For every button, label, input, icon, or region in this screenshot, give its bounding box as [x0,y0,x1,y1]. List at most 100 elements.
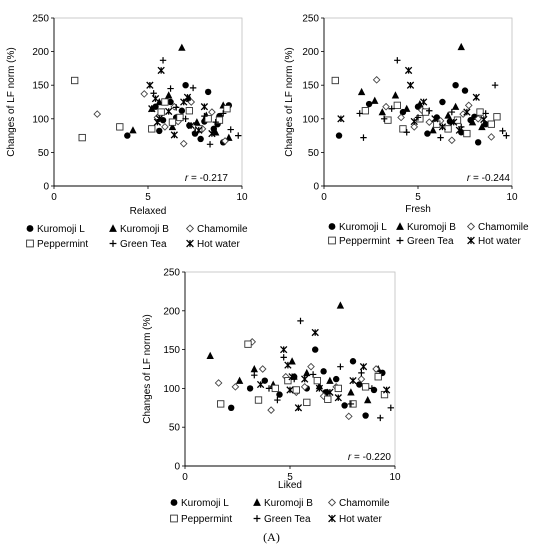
data-point-kuromoji-l [276,391,283,398]
y-tick-label: 250 [32,14,49,25]
data-point-hot-water [200,103,209,111]
data-point-peppermint [168,118,177,126]
y-tick-label: 150 [302,81,319,92]
y-tick-label: 0 [43,182,49,193]
figure-label: (A) [263,530,280,544]
data-point-hot-water [337,115,345,123]
data-point-hot-water [284,361,292,369]
data-point-kuromoji-b [193,118,201,126]
data-point-peppermint [493,113,501,121]
data-point-hot-water [301,375,309,383]
legend-marker-kuromoji-b [396,222,404,230]
data-point-green-tea [212,118,219,126]
data-point-peppermint [487,120,495,128]
data-point-kuromoji-l [365,100,373,108]
correlation-symbol: r [467,173,471,184]
legend-marker-kuromoji-l [26,225,34,232]
data-point-green-tea [403,129,410,136]
data-point-kuromoji-l [461,87,469,94]
y-tick-label: 200 [32,47,49,58]
data-point-kuromoji-b [364,396,372,404]
data-point-hot-water [480,115,488,124]
correlation-symbol: r [348,452,352,463]
data-point-chamomile [397,113,405,122]
data-point-kuromoji-l [124,132,131,139]
data-point-kuromoji-l [349,358,357,365]
data-point-chamomile [410,123,419,131]
data-point-kuromoji-b [416,100,424,108]
data-point-peppermint [176,113,184,122]
data-point-peppermint [292,386,300,394]
data-point-hot-water [280,345,288,354]
y-tick-label: 150 [32,81,49,92]
data-point-green-tea [220,110,227,117]
correlation-annotation: r = -0.217 [185,173,229,184]
data-point-chamomile [300,383,309,391]
legend-label-hot-water: Hot water [339,514,382,525]
data-point-peppermint [463,129,471,138]
legend-marker-kuromoji-b [253,498,261,506]
data-point-hot-water [180,98,188,106]
series-kuromoji-l [228,346,386,419]
legend-marker-chamomile [466,222,476,231]
data-point-hot-water [431,115,439,123]
legend-marker-peppermint [170,514,178,523]
data-point-green-tea [201,112,208,120]
data-point-kuromoji-l [156,127,163,135]
data-point-peppermint [331,76,339,85]
data-point-peppermint [361,107,370,115]
x-tick-label: 0 [182,472,188,483]
data-point-chamomile [474,114,482,123]
data-point-hot-water [311,328,319,337]
data-point-hot-water [151,94,160,103]
data-point-kuromoji-b [378,108,386,116]
data-point-hot-water [286,386,294,394]
data-point-kuromoji-l [312,346,319,353]
data-point-chamomile [372,75,381,84]
data-point-peppermint [161,98,169,106]
data-point-kuromoji-l [246,385,254,392]
data-point-kuromoji-b [403,104,411,112]
data-point-chamomile [372,365,380,373]
x-tick-label: 5 [415,192,421,203]
series-kuromoji-b [206,301,382,404]
series-peppermint [331,76,501,138]
data-point-kuromoji-b [164,91,173,99]
data-point-kuromoji-l [178,107,186,114]
data-point-green-tea [337,363,344,370]
legend-marker-hot-water [186,239,194,248]
data-point-chamomile [448,136,456,145]
series-green-tea [150,57,242,148]
data-point-peppermint [384,116,392,124]
data-point-kuromoji-l [320,368,327,375]
data-point-hot-water [450,118,458,126]
data-point-hot-water [334,394,342,402]
data-point-hot-water [183,93,192,101]
correlation-value: = -0.244 [470,173,510,184]
data-point-chamomile [258,365,267,373]
data-point-green-tea [182,115,189,122]
legend-label-green-tea: Green Tea [264,514,311,525]
data-point-hot-water [419,98,428,106]
data-point-kuromoji-b [451,102,460,110]
x-axis-label: Fresh [405,204,431,215]
x-tick-label: 0 [51,192,57,203]
correlation-value: = -0.220 [351,452,391,463]
correlation-annotation: r = -0.220 [348,452,392,463]
legend-marker-kuromoji-b [109,224,117,232]
y-tick-label: 50 [38,148,50,159]
data-point-kuromoji-l [204,88,212,96]
data-point-chamomile [344,412,353,421]
data-point-green-tea [388,105,395,112]
data-point-peppermint [223,105,231,113]
series-chamomile [372,75,496,145]
data-point-kuromoji-b [168,122,177,131]
legend-label-chamomile: Chamomile [339,498,390,509]
x-tick-label: 5 [287,472,293,483]
plot-frame [53,17,243,187]
y-tick-label: 200 [163,306,180,317]
data-point-green-tea [189,84,197,92]
data-point-kuromoji-b [478,122,486,131]
data-point-kuromoji-l [474,139,482,146]
